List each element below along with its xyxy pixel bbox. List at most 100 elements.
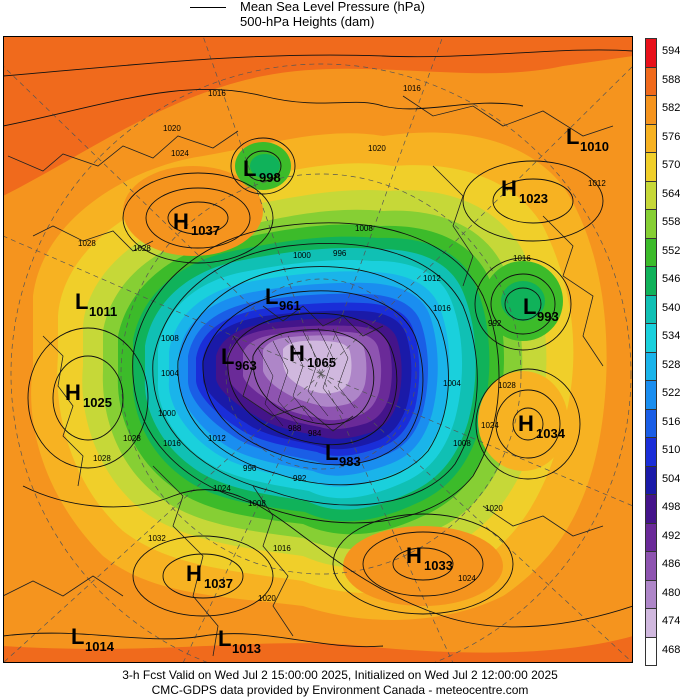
low-center-marker: L bbox=[218, 626, 231, 651]
colorbar-swatch bbox=[645, 608, 657, 638]
colorbar-label: 540 bbox=[662, 301, 680, 314]
colorbar-label: 534 bbox=[662, 330, 680, 342]
map-frame bbox=[3, 36, 633, 663]
colorbar-swatch bbox=[645, 180, 657, 210]
colorbar-swatch bbox=[645, 294, 657, 324]
isobar-label: 1020 bbox=[368, 144, 386, 153]
low-center-value: 993 bbox=[537, 309, 559, 324]
colorbar-swatch bbox=[645, 551, 657, 581]
colorbar-swatch bbox=[645, 237, 657, 267]
high-center-value: 1065 bbox=[307, 355, 336, 370]
isobar-label: 1028 bbox=[123, 434, 141, 443]
colorbar-label: 564 bbox=[662, 187, 680, 200]
colorbar-label: 594 bbox=[662, 45, 680, 57]
polar-isobars bbox=[257, 327, 356, 427]
isobar-label: 1020 bbox=[163, 124, 181, 133]
graticule bbox=[3, 36, 633, 663]
high-center-marker: H bbox=[406, 543, 422, 568]
low-center-marker: L bbox=[243, 156, 256, 181]
isobar-label: 1024 bbox=[458, 574, 476, 583]
colorbar-swatch bbox=[645, 351, 657, 381]
isobar-label: 1024 bbox=[171, 149, 189, 158]
colorbar-swatch bbox=[645, 123, 657, 153]
data-credit-text: CMC-GDPS data provided by Environment Ca… bbox=[151, 683, 529, 697]
colorbar-swatch bbox=[645, 494, 657, 524]
isobar-label: 996 bbox=[243, 464, 257, 473]
isobar-label: 1016 bbox=[273, 544, 291, 553]
colorbar-swatch bbox=[645, 522, 657, 552]
colorbar-label: 468 bbox=[662, 643, 680, 656]
low-center-marker: L bbox=[71, 624, 84, 649]
colorbar-label: 546 bbox=[662, 273, 680, 285]
isobar-label: 1024 bbox=[213, 484, 231, 493]
forecast-valid-text: 3-h Fcst Valid on Wed Jul 2 15:00:00 202… bbox=[122, 668, 558, 682]
isobar-label: 996 bbox=[333, 249, 347, 258]
colorbar-label: 474 bbox=[662, 615, 680, 627]
colorbar-swatch bbox=[645, 66, 657, 96]
colorbar-label: 528 bbox=[662, 358, 680, 371]
low-center-value: 983 bbox=[339, 454, 361, 469]
colorbar-swatch bbox=[645, 38, 657, 68]
isobars bbox=[3, 49, 633, 648]
ridge-north-pocket bbox=[123, 166, 263, 256]
high-center-value: 1025 bbox=[83, 395, 112, 410]
colorbar-label: 588 bbox=[662, 73, 680, 86]
isobar-labels: 1016 1020 1024 1028 1020 1016 1012 1016 … bbox=[78, 84, 606, 603]
colorbar-swatch bbox=[645, 636, 657, 666]
colorbar-label: 504 bbox=[662, 472, 680, 485]
isobar-label: 1028 bbox=[498, 381, 516, 390]
high-center-marker: H bbox=[65, 380, 81, 405]
colorbar-swatch bbox=[645, 209, 657, 239]
map-legend: Mean Sea Level Pressure (hPa) 500-hPa He… bbox=[190, 0, 490, 36]
colorbar-swatch bbox=[645, 95, 657, 125]
isobar-label: 1004 bbox=[161, 369, 179, 378]
colorbar-swatch bbox=[645, 266, 657, 296]
low-998-core bbox=[250, 154, 280, 178]
low-center-marker: L bbox=[566, 124, 579, 149]
isobar-label: 1000 bbox=[293, 251, 311, 260]
colorbar-label: 576 bbox=[662, 130, 680, 143]
colorbar-swatch bbox=[645, 579, 657, 609]
high-center-marker: H bbox=[518, 411, 534, 436]
colorbar-label: 582 bbox=[662, 102, 680, 114]
isobar-label: 1016 bbox=[433, 304, 451, 313]
isobar-label: 1032 bbox=[148, 534, 166, 543]
isobar-label: 1012 bbox=[208, 434, 226, 443]
high-center-marker: H bbox=[186, 561, 202, 586]
colorbar-label: 522 bbox=[662, 387, 680, 399]
isobar-label: 1028 bbox=[78, 239, 96, 248]
low-center-marker: L bbox=[221, 344, 234, 369]
isobar-label: 1008 bbox=[355, 224, 373, 233]
colorbar-swatch bbox=[645, 152, 657, 182]
colorbar-label: 516 bbox=[662, 415, 680, 428]
low-center-value: 1011 bbox=[89, 304, 117, 319]
high-center-marker: H bbox=[173, 209, 189, 234]
isobar-label: 1020 bbox=[258, 594, 276, 603]
low-center-marker: L bbox=[75, 289, 88, 314]
colorbar-swatch bbox=[645, 323, 657, 353]
legend-pressure-label: Mean Sea Level Pressure (hPa) bbox=[240, 0, 425, 14]
isobar-label: 988 bbox=[288, 424, 302, 433]
colorbar-swatch bbox=[645, 408, 657, 438]
colorbar-swatch bbox=[645, 465, 657, 495]
colorbar-label: 558 bbox=[662, 216, 680, 228]
isobar-label: 1008 bbox=[248, 499, 266, 508]
isobar-label: 1012 bbox=[423, 274, 441, 283]
isobar-label: 1016 bbox=[513, 254, 531, 263]
isobar-label: 992 bbox=[488, 319, 502, 328]
low-center-marker: L bbox=[265, 284, 278, 309]
isobar-label: 1004 bbox=[443, 379, 461, 388]
isobar-label: 1008 bbox=[161, 334, 179, 343]
high-center-value: 1033 bbox=[424, 558, 453, 573]
isobar-label: 1016 bbox=[208, 89, 226, 98]
high-center-marker: H bbox=[289, 341, 305, 366]
high-center-value: 1037 bbox=[191, 223, 220, 238]
low-center-value: 1010 bbox=[580, 139, 609, 154]
isobar-line-sample bbox=[190, 7, 226, 8]
low-center-marker: L bbox=[325, 440, 338, 465]
low-center-marker: L bbox=[523, 294, 536, 319]
height-colorbar: 594 588 582 576 570 564 558 552 546 540 534 528 522 5… bbox=[645, 38, 680, 666]
low-center-value: 963 bbox=[235, 358, 257, 373]
isobar-label: 1016 bbox=[403, 84, 421, 93]
low-center-value: 1013 bbox=[232, 641, 261, 656]
